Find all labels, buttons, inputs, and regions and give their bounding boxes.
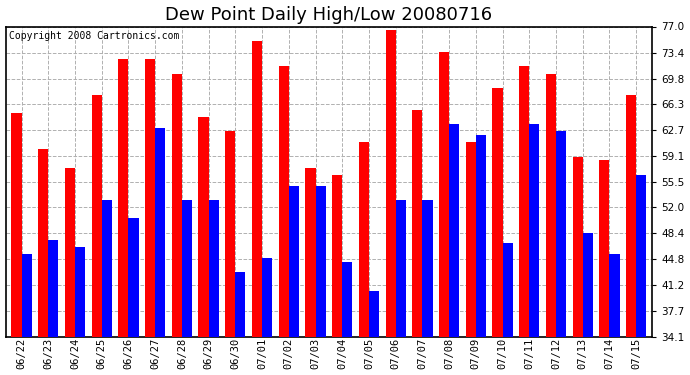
Bar <box>412 110 422 337</box>
Bar <box>38 150 48 337</box>
Bar <box>493 88 502 337</box>
Bar <box>48 240 59 337</box>
Title: Dew Point Daily High/Low 20080716: Dew Point Daily High/Low 20080716 <box>166 6 493 24</box>
Bar <box>636 175 647 337</box>
Bar <box>199 117 208 337</box>
Bar <box>546 74 556 337</box>
Bar <box>599 160 609 337</box>
Bar <box>332 175 342 337</box>
Bar <box>626 95 636 337</box>
Bar <box>476 135 486 337</box>
Bar <box>208 200 219 337</box>
Bar <box>289 186 299 337</box>
Text: Copyright 2008 Cartronics.com: Copyright 2008 Cartronics.com <box>9 31 179 41</box>
Bar <box>395 200 406 337</box>
Bar <box>65 168 75 337</box>
Bar <box>252 41 262 337</box>
Bar <box>359 142 369 337</box>
Bar <box>422 200 433 337</box>
Bar <box>502 243 513 337</box>
Bar <box>235 272 246 337</box>
Bar <box>369 291 379 337</box>
Bar <box>556 131 566 337</box>
Bar <box>118 59 128 337</box>
Bar <box>466 142 476 337</box>
Bar <box>306 168 315 337</box>
Bar <box>172 74 182 337</box>
Bar <box>92 95 101 337</box>
Bar <box>75 247 85 337</box>
Bar <box>529 124 540 337</box>
Bar <box>315 186 326 337</box>
Bar <box>342 262 353 337</box>
Bar <box>182 200 192 337</box>
Bar <box>449 124 460 337</box>
Bar <box>582 232 593 337</box>
Bar <box>225 131 235 337</box>
Bar <box>279 66 289 337</box>
Bar <box>519 66 529 337</box>
Bar <box>609 254 620 337</box>
Bar <box>386 30 395 337</box>
Bar <box>101 200 112 337</box>
Bar <box>145 59 155 337</box>
Bar <box>12 113 21 337</box>
Bar <box>21 254 32 337</box>
Bar <box>262 258 273 337</box>
Bar <box>128 218 139 337</box>
Bar <box>439 52 449 337</box>
Bar <box>155 128 166 337</box>
Bar <box>573 157 582 337</box>
